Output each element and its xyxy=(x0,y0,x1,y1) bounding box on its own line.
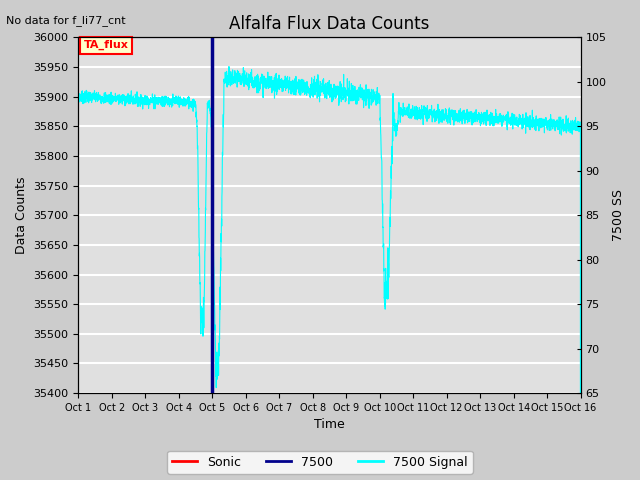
X-axis label: Time: Time xyxy=(314,419,345,432)
Y-axis label: 7500 SS: 7500 SS xyxy=(612,189,625,241)
Y-axis label: Data Counts: Data Counts xyxy=(15,177,28,254)
Text: No data for f_li77_cnt: No data for f_li77_cnt xyxy=(6,15,126,26)
Legend: Sonic, 7500, 7500 Signal: Sonic, 7500, 7500 Signal xyxy=(167,451,473,474)
Text: TA_flux: TA_flux xyxy=(83,40,128,50)
Title: Alfalfa Flux Data Counts: Alfalfa Flux Data Counts xyxy=(229,15,429,33)
